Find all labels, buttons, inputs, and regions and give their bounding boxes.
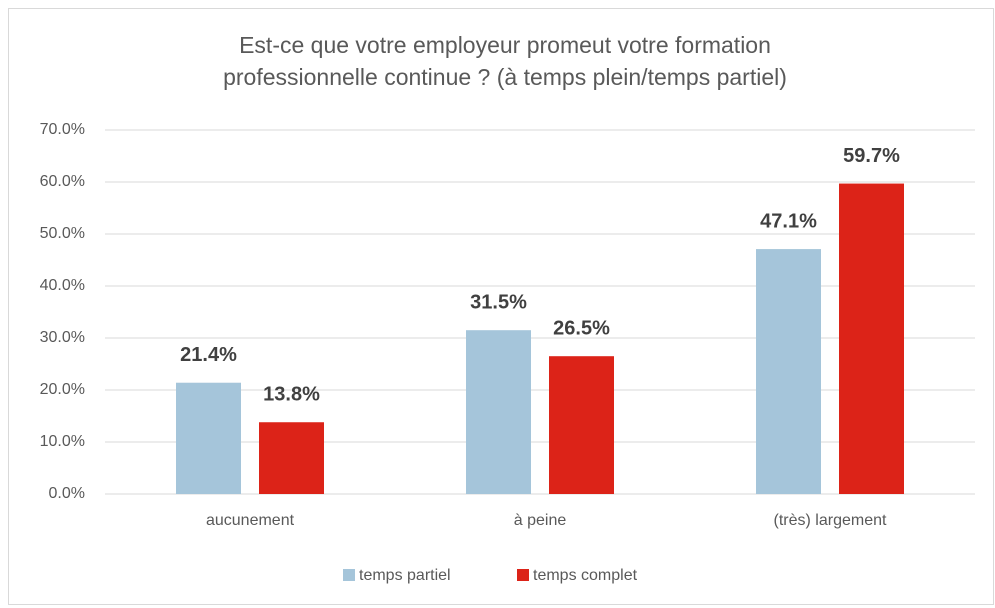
y-tick-label: 60.0%: [40, 173, 85, 190]
y-tick-label: 20.0%: [40, 381, 85, 398]
bar: [839, 183, 904, 494]
legend-swatch: [517, 569, 529, 581]
y-tick-label: 70.0%: [40, 121, 85, 138]
y-tick-label: 0.0%: [49, 485, 85, 502]
chart-title: Est-ce que votre employeur promeut votre…: [239, 32, 771, 58]
value-label: 31.5%: [470, 291, 527, 313]
x-tick-label: aucunement: [206, 512, 295, 529]
y-tick-label: 50.0%: [40, 225, 85, 242]
value-label: 13.8%: [263, 384, 320, 406]
bar: [466, 330, 531, 494]
bar: [176, 382, 241, 494]
y-tick-label: 10.0%: [40, 433, 85, 450]
y-tick-label: 40.0%: [40, 277, 85, 294]
y-tick-label: 30.0%: [40, 329, 85, 346]
value-label: 47.1%: [760, 210, 817, 232]
legend-label: temps partiel: [359, 567, 451, 584]
chart-title: professionnelle continue ? (à temps plei…: [223, 64, 787, 90]
bar: [549, 356, 614, 494]
value-label: 21.4%: [180, 344, 237, 366]
bar: [756, 249, 821, 494]
bar: [259, 422, 324, 494]
legend-swatch: [343, 569, 355, 581]
x-tick-label: à peine: [514, 512, 567, 529]
chart-border: [8, 8, 994, 605]
legend-label: temps complet: [533, 567, 638, 584]
value-label: 26.5%: [553, 317, 610, 339]
x-tick-label: (très) largement: [774, 512, 887, 529]
value-label: 59.7%: [843, 145, 900, 167]
